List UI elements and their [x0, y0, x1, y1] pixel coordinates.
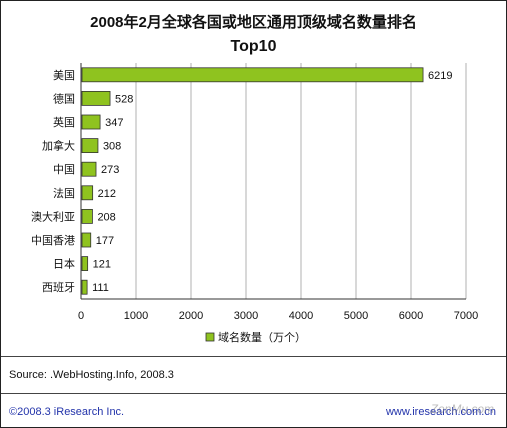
- data-label: 528: [115, 93, 133, 105]
- bar: [81, 232, 92, 248]
- category-label: 德国: [53, 91, 75, 105]
- x-tick-label: 1000: [124, 310, 148, 322]
- category-label: 英国: [53, 115, 75, 129]
- bar: [81, 208, 93, 224]
- category-label: 美国: [53, 69, 75, 82]
- bar: [81, 114, 101, 130]
- category-label: 西班牙: [42, 281, 75, 294]
- data-label: 308: [103, 141, 121, 153]
- x-tick-label: 5000: [344, 310, 368, 322]
- x-tick-label: 0: [78, 310, 84, 322]
- x-tick-label: 3000: [234, 310, 258, 322]
- x-tick-label: 4000: [289, 310, 313, 322]
- data-label: 347: [105, 117, 123, 129]
- data-label: 177: [96, 235, 114, 247]
- bar-chart: 0 1000 2000 3000 4000 5000 6000 7000 美国 6219 德国 528…: [31, 63, 478, 344]
- bar: [81, 279, 88, 295]
- copyright-text: ©2008.3 iResearch Inc.: [9, 406, 125, 418]
- category-label: 日本: [53, 257, 75, 271]
- legend-label: 域名数量（万个）: [218, 330, 306, 344]
- website-link[interactable]: www.iresearch.com.cn: [385, 406, 496, 418]
- category-label: 澳大利亚: [31, 209, 75, 223]
- bar: [81, 67, 424, 83]
- x-tick-label: 6000: [399, 310, 423, 322]
- chart-title: 2008年2月全球各国或地区通用顶级域名数量排名: [90, 14, 417, 31]
- data-label: 121: [93, 259, 111, 271]
- category-label: 法国: [53, 186, 75, 200]
- category-label: 加拿大: [42, 139, 75, 153]
- x-tick-label: 2000: [179, 310, 203, 322]
- data-label: 208: [97, 211, 115, 223]
- source-note: Source: .WebHosting.Info, 2008.3: [9, 369, 174, 381]
- plot-area: [81, 63, 466, 299]
- bar: [81, 138, 99, 153]
- bar: [81, 185, 94, 201]
- legend-swatch: [205, 332, 215, 342]
- divider-bottom: [1, 393, 506, 394]
- data-label: 273: [101, 164, 119, 176]
- bar: [81, 161, 97, 177]
- category-label: 中国: [53, 163, 75, 176]
- data-label: 111: [92, 282, 109, 294]
- bar: [81, 91, 111, 106]
- category-label: 中国香港: [31, 234, 75, 247]
- data-label: 212: [98, 188, 116, 200]
- chart-subtitle: Top10: [230, 38, 277, 55]
- x-tick-label: 7000: [454, 310, 478, 322]
- watermark: ZonMu.com: [430, 402, 494, 416]
- bar: [81, 256, 89, 272]
- divider-top: [1, 356, 506, 357]
- data-label: 6219: [428, 70, 452, 82]
